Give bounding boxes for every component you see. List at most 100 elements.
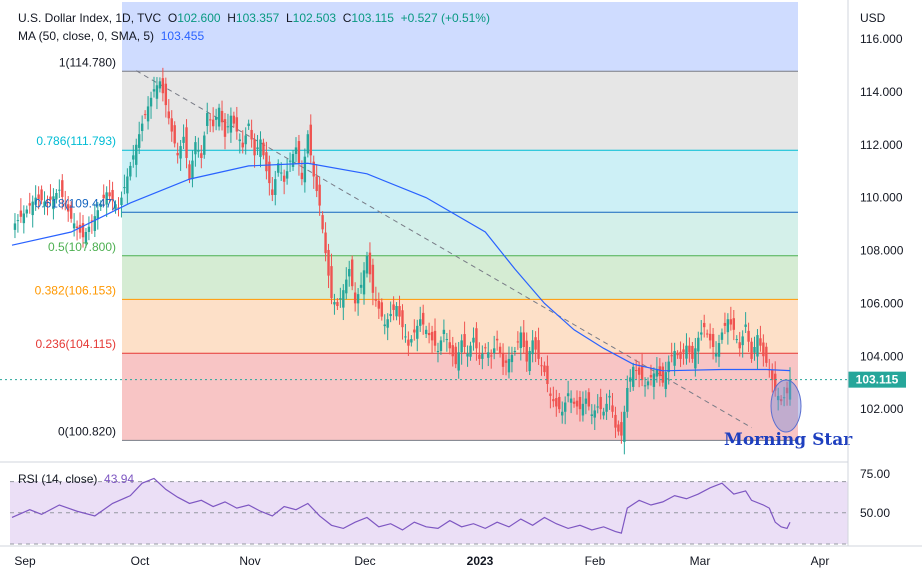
- candle-body: [593, 410, 596, 418]
- candle-body: [637, 367, 641, 375]
- candle-body: [348, 269, 351, 277]
- price-axis-tick: 108.000: [860, 244, 904, 258]
- candle-body: [513, 350, 517, 352]
- candle-body: [566, 393, 570, 397]
- candle-body: [584, 398, 588, 404]
- trend-line[interactable]: [135, 70, 752, 429]
- candle-body: [424, 329, 428, 335]
- candle-body: [540, 365, 543, 367]
- fibonacci-labels: 1(114.780) 0.786(111.793) 0.618(109.447) 0.…: [35, 55, 116, 438]
- candle-body: [481, 353, 484, 359]
- candle-body: [632, 366, 635, 387]
- candle-body: [741, 336, 744, 346]
- candle-body: [667, 361, 670, 373]
- candle-body: [46, 201, 49, 203]
- candle-body: [274, 179, 277, 195]
- candle-body: [558, 396, 561, 410]
- candle-body: [208, 119, 212, 121]
- candle-body: [383, 324, 386, 327]
- rsi-axis[interactable]: 75.00 50.00: [860, 467, 890, 520]
- candle-body: [398, 306, 401, 317]
- time-axis-tick: Mar: [690, 554, 711, 568]
- candle-body: [238, 139, 241, 142]
- candle-body: [78, 224, 82, 233]
- close-label: C: [342, 11, 352, 25]
- candle-body: [735, 339, 738, 341]
- candle-body: [179, 146, 182, 159]
- fib-band: [122, 71, 798, 151]
- candle-body: [291, 154, 295, 167]
- candle-body: [105, 192, 108, 205]
- candle-body: [705, 333, 709, 335]
- rsi-header[interactable]: RSI (14, close) 43.94: [18, 472, 134, 486]
- ma-label: MA (50, close, 0, SMA, 5): [18, 29, 155, 43]
- candle-body: [495, 338, 499, 341]
- time-axis[interactable]: Sep Oct Nov Dec 2023 Feb Mar Apr: [14, 554, 829, 568]
- price-axis[interactable]: 116.000 114.000 112.000 110.000 108.000 106.0…: [860, 32, 904, 416]
- candle-body: [454, 346, 457, 365]
- candle-body: [90, 220, 94, 222]
- time-axis-tick: Apr: [811, 554, 830, 568]
- candle-body: [43, 201, 46, 207]
- candle-body: [126, 176, 129, 194]
- candle-body: [146, 106, 150, 122]
- candle-body: [356, 294, 360, 304]
- candle-body: [655, 369, 659, 377]
- candle-body: [345, 279, 348, 294]
- rsi-axis-tick: 50.00: [860, 506, 890, 520]
- candle-body: [336, 302, 339, 307]
- candle-body: [262, 142, 265, 156]
- candle-body: [575, 400, 579, 407]
- open-label: O: [167, 11, 178, 25]
- candle-body: [738, 342, 741, 349]
- candle-body: [69, 205, 73, 219]
- candle-body: [214, 117, 218, 120]
- candle-body: [522, 332, 525, 347]
- candle-body: [708, 333, 712, 341]
- morning-star-highlight: [770, 379, 802, 433]
- candle-body: [611, 405, 614, 412]
- rsi-axis-tick: 75.00: [860, 467, 890, 481]
- candle-body: [117, 207, 120, 209]
- candle-body: [324, 232, 327, 254]
- candle-body: [714, 353, 718, 357]
- time-axis-tick: Sep: [14, 554, 36, 568]
- candle-body: [652, 373, 656, 387]
- ma-value: 103.455: [160, 29, 205, 43]
- candle-body: [16, 220, 20, 222]
- change-value: +0.527 (+0.51%): [400, 11, 490, 25]
- candle-body: [599, 396, 602, 410]
- candle-body: [658, 366, 662, 377]
- fib-level-label: 0.5(107.800): [48, 240, 116, 254]
- candle-body: [569, 398, 573, 403]
- symbol-title[interactable]: U.S. Dollar Index, 1D, TVC: [18, 11, 162, 25]
- candle-body: [478, 354, 481, 359]
- candle-body: [729, 319, 733, 325]
- candle-body: [64, 203, 67, 205]
- candle-body: [72, 223, 76, 229]
- candle-body: [386, 319, 389, 328]
- candle-body: [510, 354, 514, 363]
- price-axis-tick: 110.000: [860, 191, 903, 205]
- candle-body: [282, 175, 286, 182]
- candle-body: [720, 332, 724, 340]
- candle-body: [268, 161, 271, 184]
- candle-body: [28, 203, 31, 206]
- candle-body: [463, 334, 466, 347]
- candle-body: [711, 334, 715, 347]
- candle-body: [501, 353, 505, 367]
- candle-body: [634, 370, 638, 371]
- candle-body: [679, 351, 682, 359]
- candle-body: [368, 252, 372, 275]
- ma-header[interactable]: MA (50, close, 0, SMA, 5) 103.455: [18, 29, 204, 43]
- candle-body: [353, 292, 357, 304]
- fib-band: [122, 212, 798, 256]
- candle-body: [75, 226, 79, 229]
- candle-body: [389, 313, 392, 317]
- candle-body: [685, 345, 688, 359]
- candle-body: [581, 403, 585, 416]
- candle-body: [673, 350, 676, 366]
- candle-body: [155, 85, 159, 99]
- candle-body: [694, 348, 697, 369]
